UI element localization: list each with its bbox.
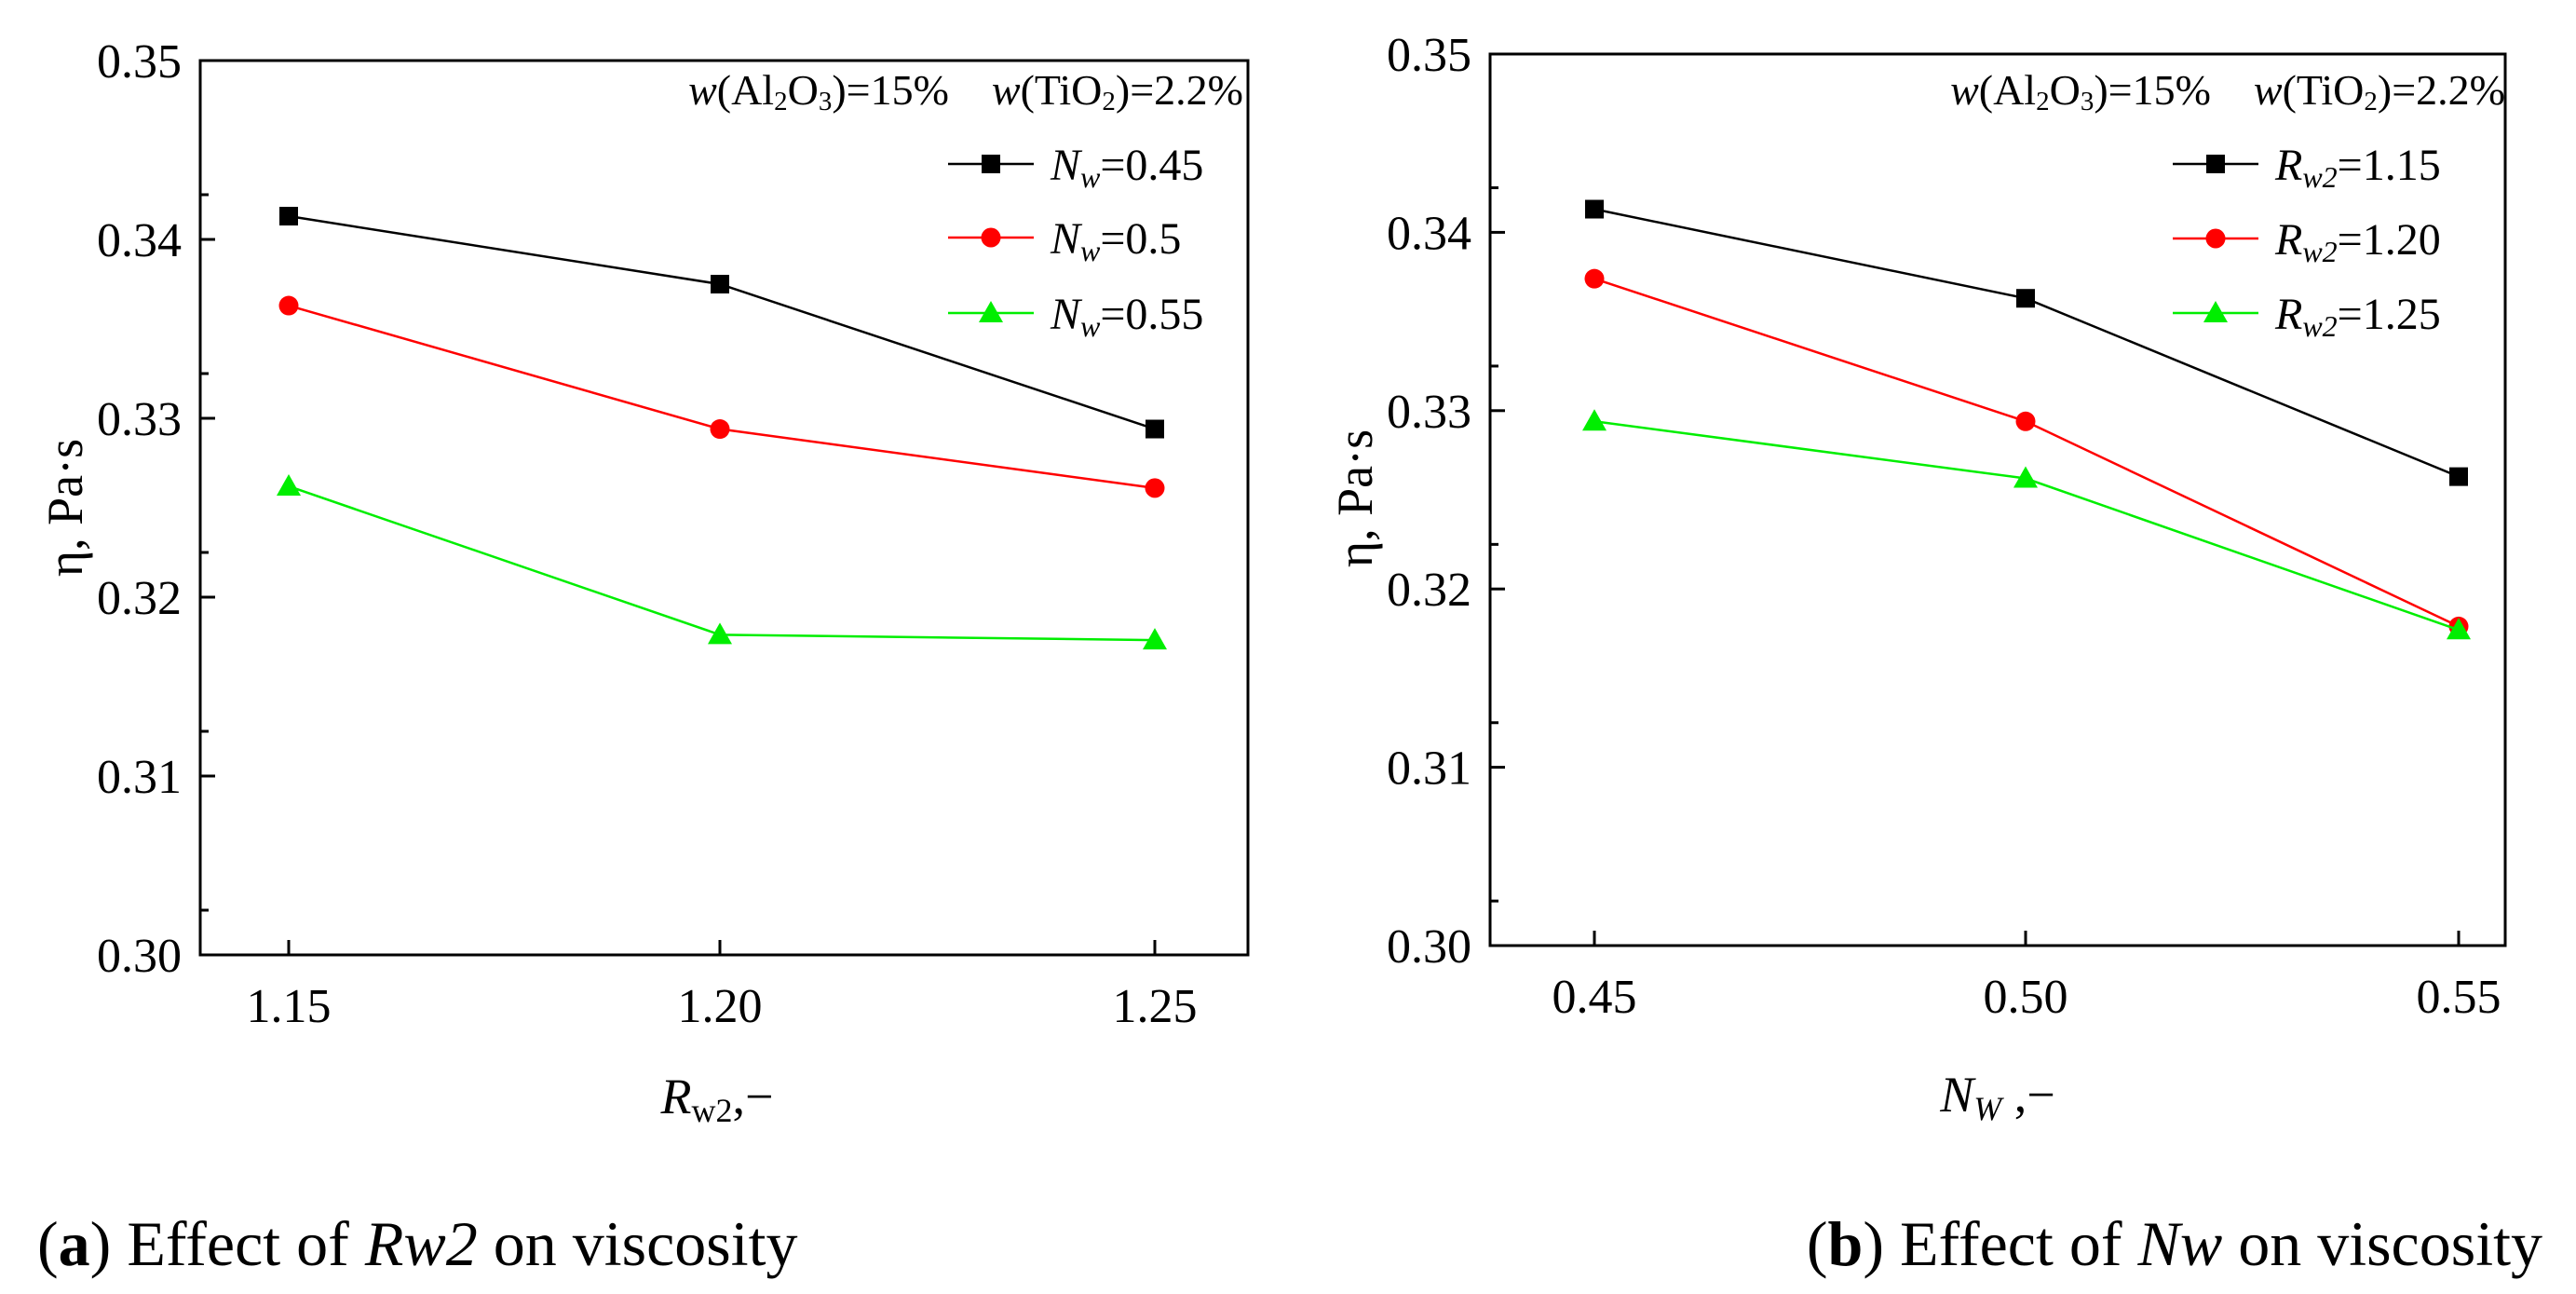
x-axis-label: NW ,− — [1939, 1067, 2055, 1127]
legend-marker — [2203, 301, 2228, 322]
conditions-label: w(Al2O3)=15% w(TiO2)=2.2% — [1950, 66, 2505, 116]
plot-frame — [198, 59, 1250, 957]
y-tick-label: 0.33 — [1387, 386, 1471, 439]
legend-label: Nw=0.45 — [1050, 141, 1203, 194]
y-tick-label: 0.30 — [1387, 920, 1471, 974]
series-line — [1593, 420, 2460, 632]
y-tick-label: 0.30 — [97, 930, 182, 983]
data-point — [2449, 467, 2468, 486]
data-point — [711, 275, 729, 293]
data-point — [277, 473, 301, 496]
conditions-label: w(Al2O3)=15% w(TiO2)=2.2% — [688, 66, 1243, 116]
y-tick-label: 0.32 — [1387, 564, 1471, 617]
series-1: Nw=0.45 — [279, 141, 1203, 439]
data-point — [1145, 478, 1165, 498]
data-point — [2016, 289, 2035, 308]
y-tick-label: 0.35 — [97, 35, 182, 89]
y-tick-label: 0.34 — [1387, 207, 1471, 260]
y-tick-label: 0.35 — [1387, 29, 1471, 82]
series-3: Nw=0.55 — [277, 290, 1203, 650]
data-point — [278, 295, 299, 316]
plot-frame — [1488, 52, 2507, 947]
data-point — [2013, 466, 2038, 488]
data-point — [1582, 409, 1607, 431]
legend-marker — [979, 301, 1003, 322]
data-point — [708, 622, 732, 645]
x-tick-label: 1.20 — [678, 980, 763, 1033]
x-tick-label: 1.15 — [247, 980, 332, 1033]
legend-marker — [981, 227, 1001, 248]
chart-a: 0.30 0.31 0.32 0.33 0.34 0.35 1.15 1.20 1.25 η, P… — [37, 35, 1250, 1279]
y-tick-label: 0.34 — [97, 214, 182, 267]
data-point — [2015, 411, 2036, 431]
y-tick-label: 0.31 — [1387, 742, 1471, 796]
series-2: Nw=0.5 — [278, 214, 1181, 498]
legend-label: Rw2=1.20 — [2274, 215, 2441, 268]
legend-label: Nw=0.55 — [1050, 290, 1203, 343]
series-1: Rw2=1.15 — [1585, 141, 2468, 486]
data-point — [1584, 268, 1605, 289]
y-tick-label: 0.33 — [97, 393, 182, 446]
data-point — [279, 207, 298, 226]
series-line — [288, 214, 1156, 430]
y-tick-label: 0.32 — [97, 572, 182, 625]
legend-label: Rw2=1.25 — [2274, 290, 2441, 343]
chart-b: 0.30 0.31 0.32 0.33 0.34 0.35 0.45 0.50 0.55 η, P… — [1327, 29, 2542, 1279]
series-3: Rw2=1.25 — [1582, 290, 2471, 640]
series-2: Rw2=1.20 — [1584, 215, 2469, 636]
x-tick-label: 0.50 — [1984, 971, 2068, 1024]
legend-marker — [2205, 228, 2226, 249]
y-axis-label: η, Pa·s — [1327, 429, 1383, 567]
legend-label: Rw2=1.15 — [2274, 141, 2441, 194]
x-tick-label: 0.45 — [1552, 971, 1637, 1024]
y-tick-label: 0.31 — [97, 751, 182, 804]
legend-marker — [982, 155, 1000, 173]
data-point — [1585, 199, 1604, 219]
series-line — [288, 484, 1156, 642]
x-axis-label: Rw2,− — [660, 1069, 774, 1129]
x-tick-label: 1.25 — [1113, 980, 1198, 1033]
series-line — [288, 304, 1156, 490]
caption-a: (a) Effect of Rw2 on viscosity — [37, 1208, 798, 1279]
legend-marker — [2206, 155, 2225, 173]
legend-label: Nw=0.5 — [1050, 214, 1181, 267]
x-tick-label: 0.55 — [2417, 971, 2501, 1024]
caption-b: (b) Effect of Nw on viscosity — [1807, 1208, 2542, 1279]
y-axis-label: η, Pa·s — [37, 439, 93, 577]
data-point — [1146, 419, 1164, 439]
data-point — [2447, 618, 2471, 640]
data-point — [1143, 628, 1167, 650]
data-point — [710, 419, 730, 440]
